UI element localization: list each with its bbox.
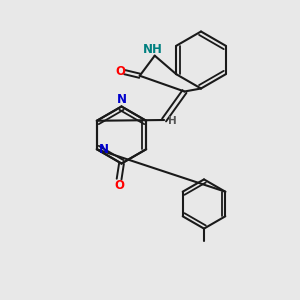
Text: O: O [114, 179, 124, 192]
Text: H: H [168, 116, 177, 127]
Text: N: N [98, 143, 108, 156]
Text: NH: NH [143, 43, 163, 56]
Text: O: O [115, 65, 125, 78]
Text: N: N [116, 93, 127, 106]
